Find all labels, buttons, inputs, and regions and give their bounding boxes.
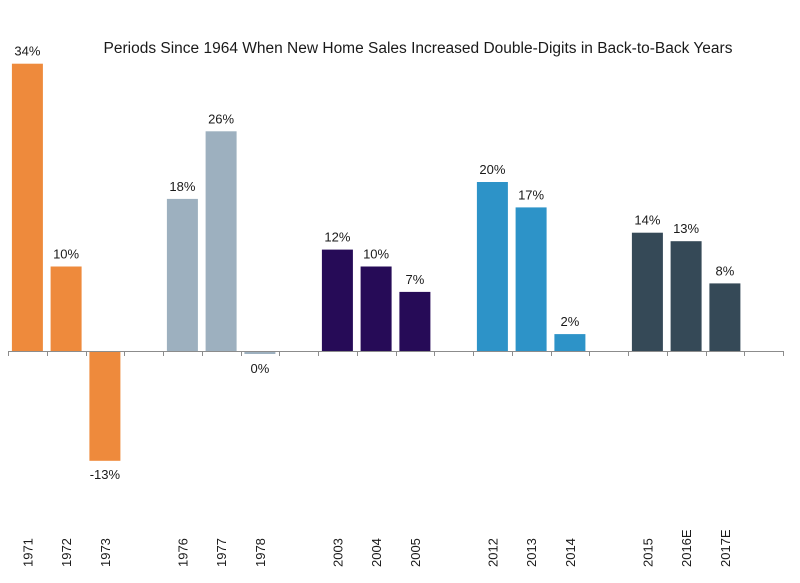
data-label-2014: 2%: [561, 314, 580, 329]
bar-2012: [476, 182, 508, 351]
bar-2017e: [709, 283, 741, 351]
bar-1972: [50, 266, 82, 351]
x-tick-label-1972: 1972: [59, 538, 74, 567]
x-tick-label-2017e: 2017E: [718, 529, 733, 567]
x-tick-label-1976: 1976: [175, 538, 190, 567]
x-tick-label-2013: 2013: [524, 538, 539, 567]
data-label-2005: 7%: [406, 272, 425, 287]
bar-2015: [631, 232, 663, 351]
bar-1973: [89, 351, 121, 461]
data-label-2003: 12%: [324, 230, 350, 245]
bar-2004: [360, 266, 392, 351]
data-labels-layer: 34% 10% -13% 18% 26% 0% 12% 10% 7% 20% 17% 2% 14% 13%…: [14, 44, 734, 482]
bar-2005: [399, 291, 431, 351]
x-tick-label-2014: 2014: [563, 538, 578, 567]
x-tick-label-2004: 2004: [369, 538, 384, 567]
data-label-2012: 20%: [479, 162, 505, 177]
bar-2013: [515, 207, 547, 351]
bar-2014: [554, 334, 586, 351]
data-label-1976: 18%: [169, 179, 195, 194]
data-label-1972: 10%: [53, 247, 79, 262]
x-tick-label-1973: 1973: [98, 538, 113, 567]
x-tick-label-1977: 1977: [214, 538, 229, 567]
x-tick-label-1971: 1971: [20, 538, 35, 567]
data-label-2017e: 8%: [716, 263, 735, 278]
chart-title: Periods Since 1964 When New Home Sales I…: [104, 40, 733, 57]
data-label-2004: 10%: [363, 247, 389, 262]
x-tick-label-1978: 1978: [253, 538, 268, 567]
data-label-1971: 34%: [14, 44, 40, 59]
bar-2003: [321, 249, 353, 351]
x-tick-label-2005: 2005: [408, 538, 423, 567]
bar-1978: [244, 351, 276, 354]
bar-1976: [166, 198, 198, 351]
data-label-1977: 26%: [208, 111, 234, 126]
data-label-1978: 0%: [251, 361, 270, 376]
bar-1977: [205, 131, 237, 351]
x-tick-label-2003: 2003: [330, 538, 345, 567]
x-tick-label-2012: 2012: [485, 538, 500, 567]
data-label-1973: -13%: [90, 467, 121, 482]
bar-2016e: [670, 241, 702, 351]
data-label-2015: 14%: [634, 213, 660, 228]
x-tick-labels-layer: 1971 1972 1973 1976 1977 1978 2003 2004 2005 2012…: [20, 529, 733, 567]
data-label-2013: 17%: [518, 187, 544, 202]
x-tick-label-2016e: 2016E: [679, 529, 694, 567]
bar-1971: [11, 63, 43, 351]
ticks-layer: [8, 351, 784, 356]
x-tick-label-2015: 2015: [640, 538, 655, 567]
bars-layer: [11, 63, 741, 461]
data-label-2016e: 13%: [673, 221, 699, 236]
